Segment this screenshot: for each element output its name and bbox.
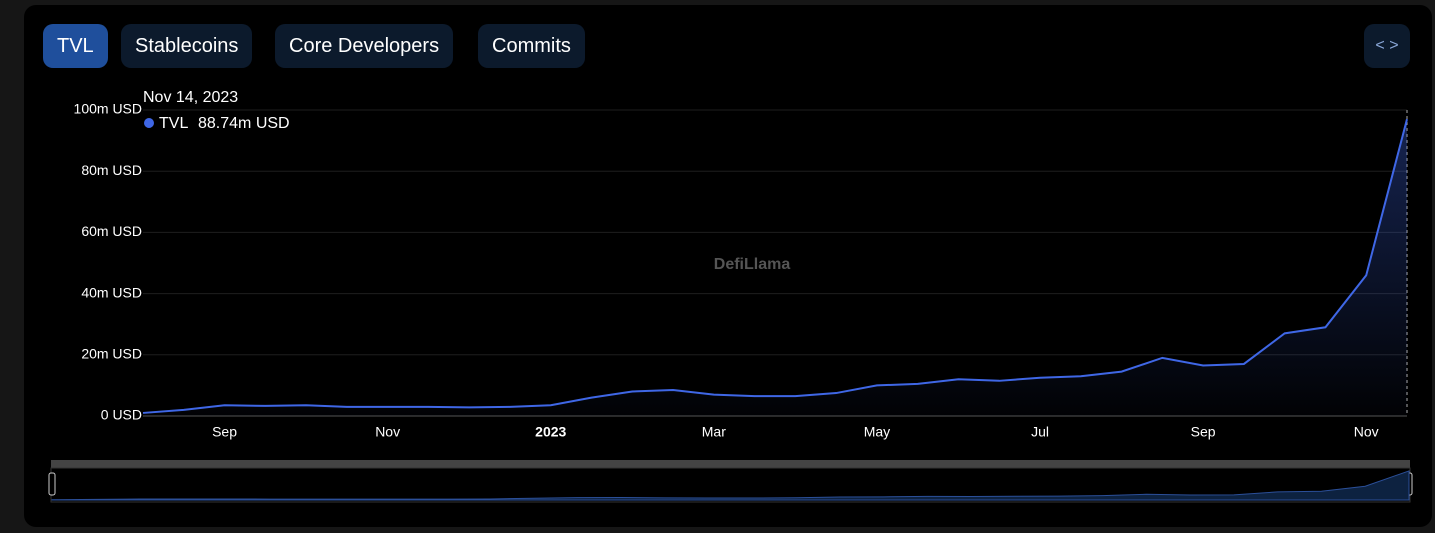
x-tick-label: Jul: [1031, 424, 1049, 440]
y-tick-label: 100m USD: [74, 101, 142, 117]
tab[interactable]: Commits: [478, 24, 585, 68]
navigator-bar[interactable]: [51, 460, 1410, 468]
tooltip-value: 88.74m USD: [198, 115, 290, 132]
x-tick-label: Nov: [1354, 424, 1379, 440]
y-tick-label: 20m USD: [81, 346, 142, 362]
tab[interactable]: Stablecoins: [121, 24, 253, 68]
y-tick-label: 80m USD: [81, 162, 142, 178]
x-tick-label: May: [864, 424, 890, 440]
panel: TVL Stablecoins Core Developers Commits …: [24, 5, 1432, 527]
x-tick-label: Nov: [375, 424, 400, 440]
x-tick-label: Sep: [212, 424, 237, 440]
y-tick-label: 60m USD: [81, 223, 142, 239]
y-tick-label: 40m USD: [81, 284, 142, 300]
tab[interactable]: TVL: [43, 24, 108, 68]
embed-button[interactable]: < >: [1364, 24, 1410, 68]
tooltip-dot: [144, 118, 154, 128]
x-tick-label: Mar: [702, 424, 726, 440]
x-tick-label: Sep: [1191, 424, 1216, 440]
x-tick-label: 2023: [535, 424, 566, 440]
tooltip-series: TVL: [159, 115, 188, 132]
y-tick-label: 0 USD: [101, 407, 142, 423]
navigator-handle[interactable]: [48, 472, 56, 496]
tooltip-date: Nov 14, 2023: [143, 89, 238, 106]
line: [142, 118, 1408, 414]
navigator-line: [51, 470, 1410, 501]
tab[interactable]: Core Developers: [275, 24, 454, 68]
area: [143, 119, 1407, 417]
watermark: DefiLlama: [714, 256, 791, 273]
